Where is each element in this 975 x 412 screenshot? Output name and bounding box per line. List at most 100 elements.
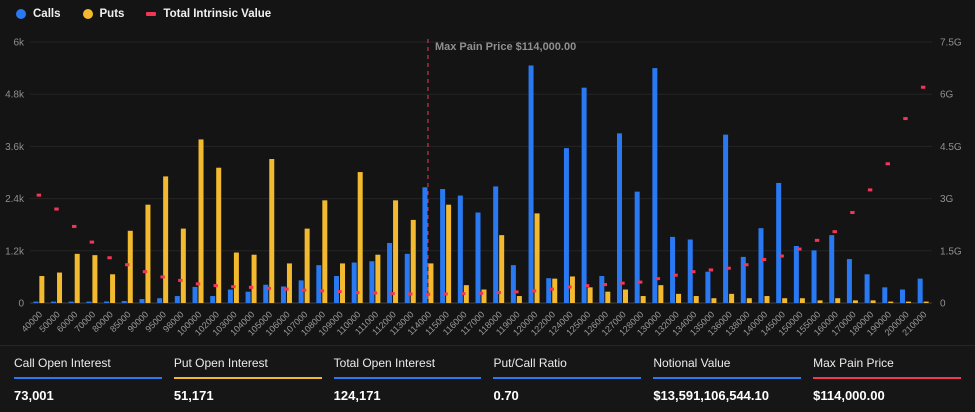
intrinsic-point-85000 — [125, 263, 130, 267]
legend-label: Calls — [33, 8, 61, 20]
right-axis-tick: 4.5G — [940, 142, 962, 153]
put-bar-108000 — [322, 200, 328, 303]
axis-labels: 0 0 1.2k 1.5G 2.4k 3G 3.6k 4.5G 4.8k 6G 6k 7.5G — [5, 38, 962, 310]
right-axis-tick: 1.5G — [940, 246, 962, 257]
intrinsic-point-124000 — [567, 285, 572, 289]
call-bar-145000 — [776, 182, 782, 303]
max-pain-label: Max Pain Price $114,000.00 — [435, 41, 576, 53]
put-bar-85000 — [127, 230, 133, 303]
intrinsic-point-155000 — [814, 238, 820, 242]
put-bar-106000 — [286, 263, 292, 303]
call-bar-180000 — [864, 274, 870, 303]
put-bar-130000 — [658, 285, 664, 303]
intrinsic-point-132000 — [673, 273, 678, 277]
put-bar-170000 — [852, 300, 858, 303]
call-bar-85000 — [121, 301, 127, 303]
put-bar-145000 — [782, 298, 788, 303]
call-bar-111000 — [369, 261, 375, 303]
call-bar-135000 — [705, 271, 711, 303]
intrinsic-point-40000 — [36, 193, 42, 197]
call-bar-109000 — [334, 276, 340, 303]
put-bar-70000 — [92, 255, 98, 303]
stat-label: Call Open Interest — [14, 356, 162, 379]
put-bar-117000 — [481, 289, 487, 303]
left-axis-tick: 2.4k — [5, 194, 25, 205]
call-bar-112000 — [387, 242, 393, 303]
call-bar-107000 — [298, 280, 304, 303]
intrinsic-point-119000 — [514, 290, 519, 294]
stat-value: $114,000.00 — [813, 388, 885, 403]
put-bar-95000 — [163, 176, 169, 303]
intrinsic-point-100000 — [195, 282, 201, 286]
call-bar-118000 — [493, 186, 499, 303]
intrinsic-point-140000 — [761, 258, 767, 261]
call-bar-60000 — [68, 301, 74, 303]
put-bar-113000 — [410, 219, 416, 303]
right-axis-tick: 6G — [940, 90, 954, 101]
put-bar-126000 — [605, 291, 611, 303]
stats-bar: Call Open Interest 73,001 Put Open Interes… — [0, 345, 975, 412]
right-axis-tick: 3G — [940, 194, 954, 205]
intrinsic-point-80000 — [107, 256, 112, 260]
call-bar-110000 — [351, 262, 357, 303]
put-bar-210000 — [923, 301, 929, 303]
stat-value: 51,171 — [173, 388, 214, 403]
intrinsic-point-115000 — [443, 292, 448, 296]
call-bar-140000 — [758, 228, 764, 303]
intrinsic-point-108000 — [319, 289, 325, 293]
intrinsic-point-105000 — [266, 286, 271, 290]
call-bar-136000 — [723, 134, 729, 303]
call-bar-125000 — [581, 87, 587, 303]
intrinsic-point-111000 — [372, 291, 378, 295]
call-bar-120000 — [528, 65, 534, 304]
stat-label: Notional Value — [653, 356, 802, 379]
intrinsic-point-190000 — [885, 162, 890, 166]
stat-label: Put/Call Ratio — [493, 356, 642, 379]
intrinsic-point-104000 — [248, 285, 254, 289]
call-bar-200000 — [899, 289, 905, 303]
total-intrinsic-value-marker-icon — [146, 12, 157, 16]
call-bar-98000 — [174, 296, 180, 303]
call-bar-170000 — [846, 259, 852, 303]
stat-call-open-interest: Call Open Interest 73,001 — [14, 356, 162, 412]
call-bar-210000 — [917, 278, 923, 303]
intrinsic-point-135000 — [708, 268, 714, 272]
legend-item-puts[interactable]: Puts — [82, 8, 124, 20]
put-bar-60000 — [74, 253, 80, 303]
legend-item-total-intrinsic-value[interactable]: Total Intrinsic Value — [146, 8, 271, 20]
intrinsic-point-136000 — [726, 266, 731, 270]
left-axis-tick: 6k — [13, 38, 25, 49]
call-bar-80000 — [104, 301, 110, 303]
put-bar-200000 — [905, 301, 911, 303]
intrinsic-point-109000 — [337, 290, 342, 294]
put-bar-104000 — [251, 254, 257, 303]
call-bar-160000 — [829, 235, 835, 303]
call-bar-100000 — [192, 286, 198, 303]
put-bar-125000 — [587, 287, 593, 303]
call-bar-103000 — [227, 289, 233, 303]
call-bar-124000 — [563, 148, 569, 303]
put-bar-128000 — [640, 296, 646, 303]
intrinsic-point-116000 — [461, 292, 466, 296]
call-bar-190000 — [882, 287, 888, 303]
stat-value: 0.70 — [493, 388, 519, 403]
legend-item-calls[interactable]: Calls — [16, 8, 61, 20]
stat-notional-value: Notional Value $13,591,106,544.10 — [653, 356, 802, 412]
put-bar-180000 — [870, 300, 876, 303]
intrinsic-point-210000 — [920, 85, 926, 89]
call-bar-105000 — [263, 284, 269, 303]
intrinsic-point-122000 — [549, 287, 554, 291]
call-bar-95000 — [157, 298, 163, 303]
put-bar-134000 — [693, 296, 699, 303]
call-bar-138000 — [740, 256, 746, 303]
grid-lines — [30, 41, 932, 304]
put-bar-80000 — [110, 274, 116, 303]
left-axis-tick: 0 — [18, 299, 24, 310]
calls-marker-icon — [16, 9, 26, 19]
put-bar-40000 — [39, 276, 45, 303]
intrinsic-point-180000 — [867, 188, 873, 192]
put-bar-103000 — [233, 252, 239, 303]
puts-marker-icon — [82, 9, 93, 19]
put-bar-115000 — [446, 204, 452, 303]
